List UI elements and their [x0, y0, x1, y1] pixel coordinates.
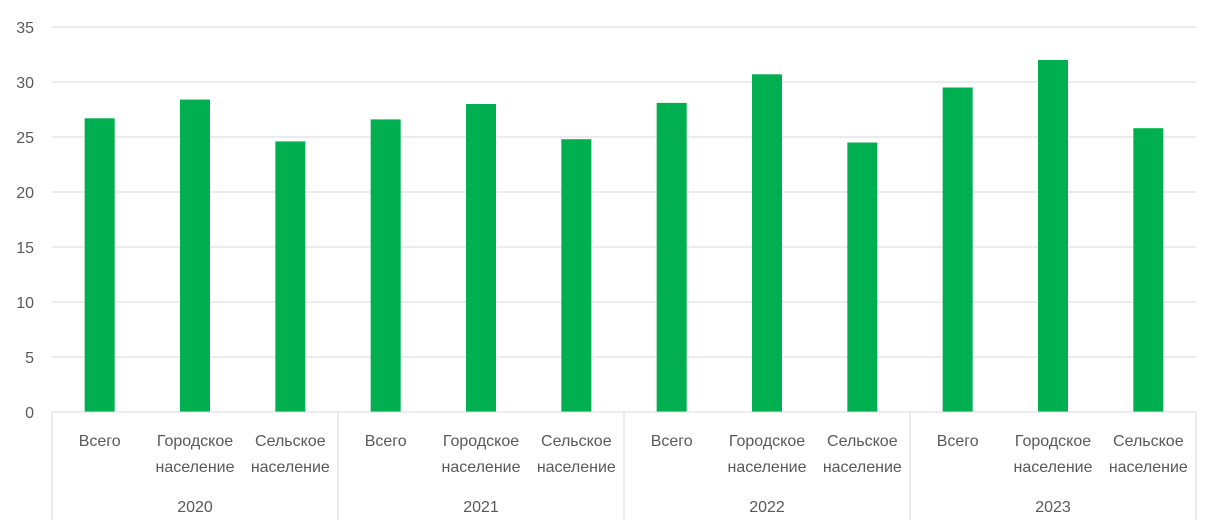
category-labels: Всего Городское население Сельское население… — [79, 433, 1188, 476]
group-label-2020: 2020 — [177, 499, 213, 516]
y-tick-label: 35 — [16, 20, 34, 37]
bar-2021-3 — [561, 139, 592, 412]
category-label-line1: Сельское — [827, 433, 898, 450]
category-label-line1: Всего — [79, 433, 121, 450]
category-label-line2: население — [155, 459, 234, 476]
y-tick-label: 5 — [25, 350, 34, 367]
group-label-2022: 2022 — [749, 499, 785, 516]
category-label-line1: Городское — [157, 433, 233, 450]
bar-2021-2 — [466, 104, 496, 412]
bar-2020-3 — [275, 141, 306, 412]
category-label-line2: население — [823, 459, 902, 476]
y-tick-label: 10 — [16, 295, 34, 312]
y-tick-label: 15 — [16, 240, 34, 257]
bar-2023-3 — [1133, 128, 1164, 412]
category-label-line2: население — [251, 459, 330, 476]
y-axis-ticks: 0 5 10 15 20 25 30 35 — [16, 20, 34, 422]
bar-2022-3 — [847, 142, 878, 412]
category-label-line1: Сельское — [255, 433, 326, 450]
category-label-line1: Всего — [937, 433, 979, 450]
category-label-line1: Городское — [1015, 433, 1091, 450]
bar-2023-2 — [1038, 60, 1068, 412]
category-label-line2: население — [1013, 459, 1092, 476]
bars — [84, 60, 1164, 413]
category-label-line1: Сельское — [1113, 433, 1184, 450]
y-tick-label: 0 — [25, 405, 34, 422]
category-label-line2: население — [537, 459, 616, 476]
category-label-line1: Сельское — [541, 433, 612, 450]
group-labels: 2020 2021 2022 2023 — [177, 499, 1071, 516]
bar-2021-1 — [370, 119, 401, 413]
group-label-2023: 2023 — [1035, 499, 1071, 516]
category-label-line2: население — [1109, 459, 1188, 476]
bar-2022-2 — [752, 74, 782, 413]
group-label-2021: 2021 — [463, 499, 499, 516]
category-label-line2: население — [727, 459, 806, 476]
category-label-line1: Всего — [651, 433, 693, 450]
bar-2022-1 — [656, 102, 687, 413]
gridlines — [52, 26, 1196, 358]
category-label-line1: Всего — [365, 433, 407, 450]
category-label-line2: население — [441, 459, 520, 476]
bar-2020-1 — [84, 118, 115, 413]
y-tick-label: 30 — [16, 75, 34, 92]
y-tick-label: 20 — [16, 185, 34, 202]
x-axis — [51, 411, 1197, 520]
y-tick-label: 25 — [16, 130, 34, 147]
category-label-line1: Городское — [729, 433, 805, 450]
bar-2023-1 — [942, 87, 973, 412]
category-label-line1: Городское — [443, 433, 519, 450]
bar-2020-2 — [180, 99, 210, 412]
